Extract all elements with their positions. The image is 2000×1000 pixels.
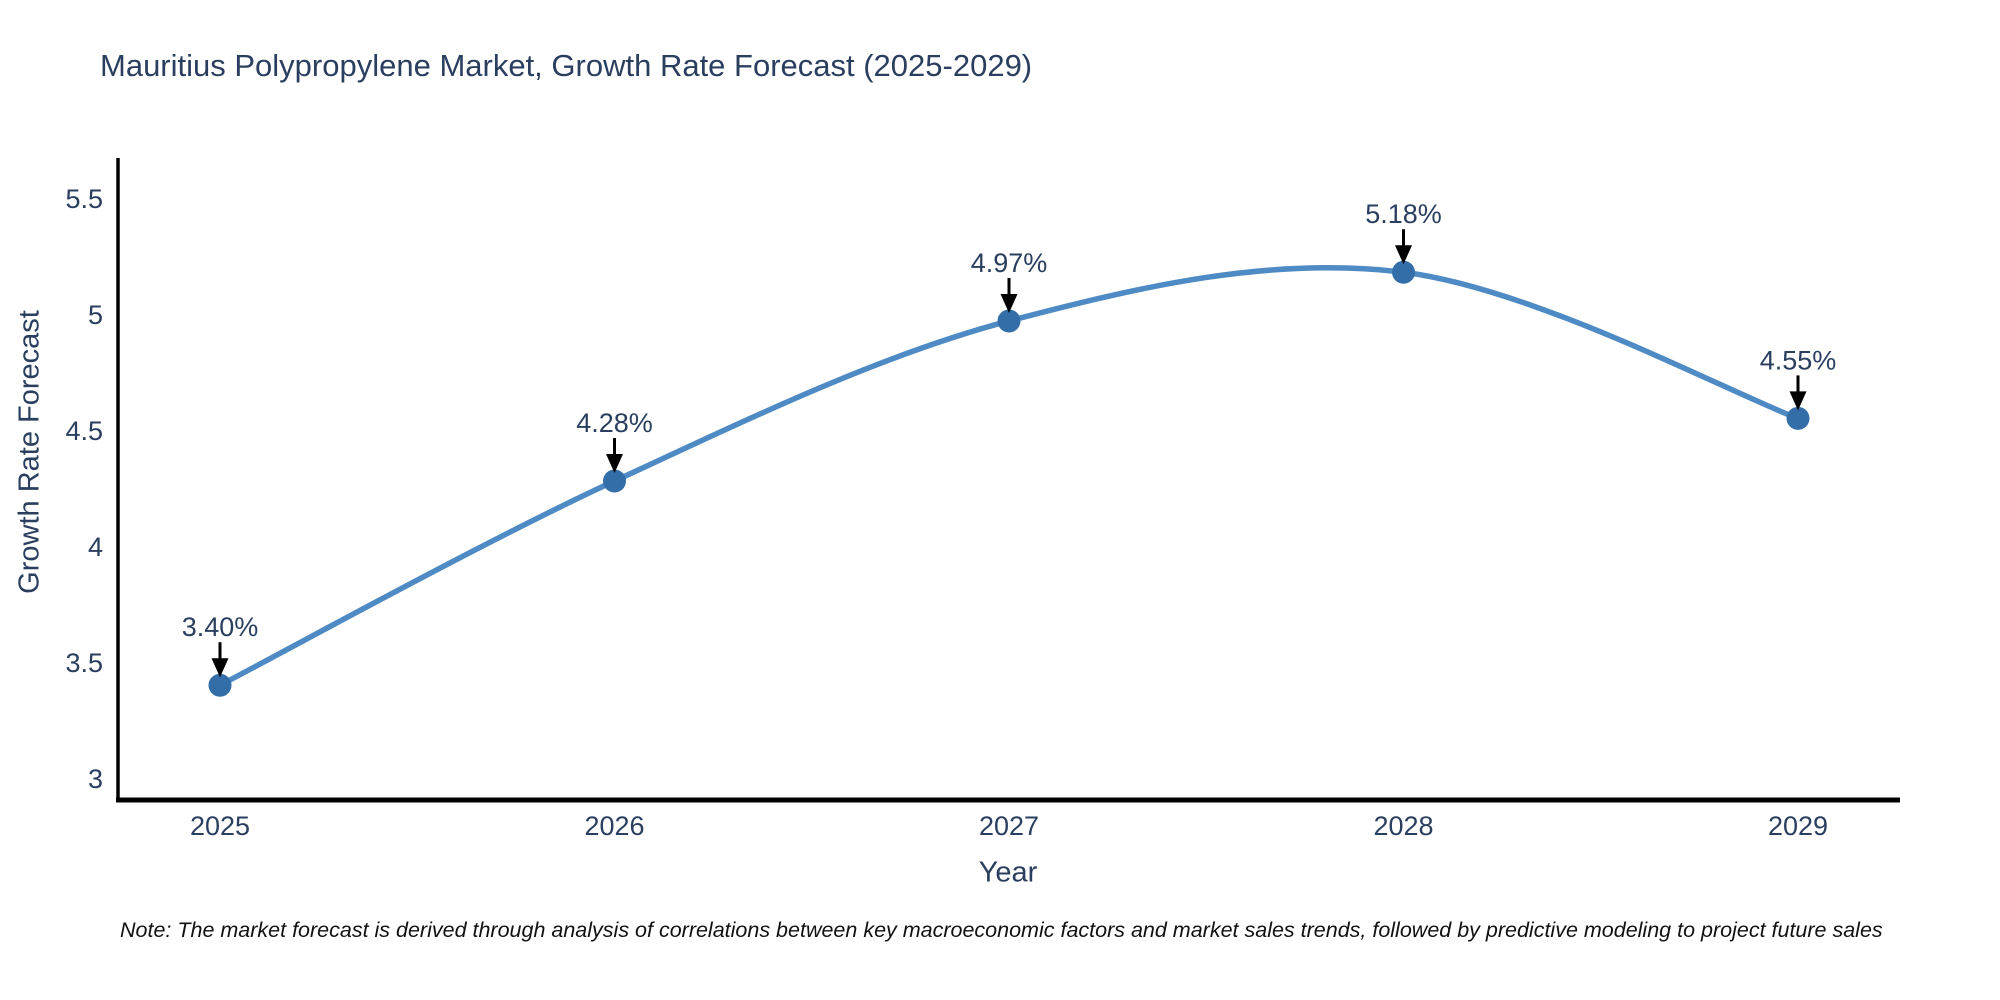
- annotation-arrowhead-2027: [1000, 293, 1018, 313]
- x-tick-label-2025: 2025: [190, 811, 250, 841]
- y-tick-label-3.5: 3.5: [65, 648, 103, 678]
- annotation-arrowhead-2025: [211, 658, 229, 678]
- annotation-label-2025: 3.40%: [182, 612, 259, 642]
- y-tick-label-4: 4: [88, 532, 103, 562]
- x-tick-label-2026: 2026: [584, 811, 644, 841]
- chart-title: Mauritius Polypropylene Market, Growth R…: [100, 48, 1033, 83]
- annotation-label-2026: 4.28%: [576, 408, 653, 438]
- data-point-marker-2026: [603, 469, 626, 493]
- data-point-marker-2029: [1786, 406, 1810, 430]
- annotation-arrowhead-2028: [1395, 245, 1412, 265]
- footnote: Note: The market forecast is derived thr…: [120, 918, 1883, 942]
- x-tick-label-2028: 2028: [1373, 811, 1433, 841]
- annotation-arrowhead-2029: [1789, 391, 1807, 411]
- data-point-marker-2028: [1392, 260, 1415, 284]
- x-axis-title: Year: [978, 856, 1038, 889]
- y-tick-label-4.5: 4.5: [65, 416, 103, 446]
- annotation-label-2027: 4.97%: [971, 248, 1048, 278]
- y-tick-label-3: 3: [88, 764, 103, 794]
- data-point-marker-2025: [208, 673, 232, 697]
- annotation-arrowhead-2026: [606, 454, 623, 474]
- annotation-label-2028: 5.18%: [1365, 199, 1442, 229]
- x-tick-label-2029: 2029: [1768, 811, 1828, 841]
- y-tick-label-5: 5: [88, 300, 103, 330]
- annotation-label-2029: 4.55%: [1760, 345, 1837, 375]
- x-tick-label-2027: 2027: [979, 811, 1039, 841]
- data-point-marker-2027: [997, 309, 1021, 333]
- y-tick-label-5.5: 5.5: [65, 184, 103, 214]
